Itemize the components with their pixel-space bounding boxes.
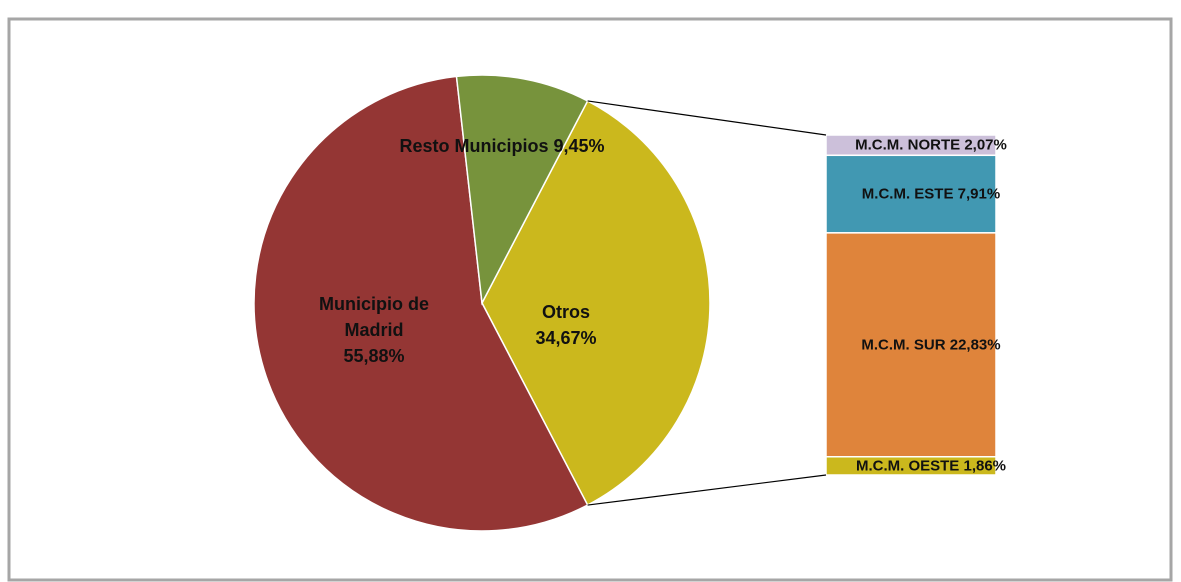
bar-label: M.C.M. OESTE 1,86% (856, 457, 1006, 474)
slice-label: Municipio de Madrid 55,88% (299, 291, 449, 369)
connector-line (587, 100, 827, 136)
connector-line (587, 474, 827, 506)
pie-slice (455, 74, 589, 306)
pie-slice (253, 75, 589, 532)
bar-value: 1,86% (963, 457, 1007, 475)
bar-value: 22,83% (949, 336, 1001, 354)
bar-segment (825, 456, 997, 476)
bar-label: M.C.M. NORTE 2,07% (855, 137, 1007, 154)
bar-name: M.C.M. SUR (861, 336, 946, 354)
slice-label: Otros 34,67% (506, 299, 626, 351)
bar-value: 7,91% (957, 185, 1001, 203)
chart-frame (7, 17, 1173, 582)
slice-name: Otros (541, 302, 590, 322)
bar-segment (825, 154, 997, 234)
slice-name: Resto Municipios (399, 136, 549, 156)
pie-slice (481, 99, 711, 507)
bar-label: M.C.M. SUR 22,83% (861, 336, 1000, 353)
slice-value: 55,88% (343, 346, 405, 366)
bar-label: M.C.M. ESTE 7,91% (862, 186, 1000, 203)
bar-name: M.C.M. OESTE (855, 457, 960, 475)
bar-value: 2,07% (964, 136, 1007, 154)
bar-name: M.C.M. ESTE (861, 185, 954, 203)
slice-name: Municipio de Madrid (319, 294, 429, 340)
bar-name: M.C.M. NORTE (855, 136, 961, 154)
slice-value: 34,67% (535, 328, 597, 348)
slice-label: Resto Municipios 9,45% (387, 133, 617, 159)
slice-value: 9,45% (553, 136, 605, 156)
bar-segment (825, 232, 997, 458)
